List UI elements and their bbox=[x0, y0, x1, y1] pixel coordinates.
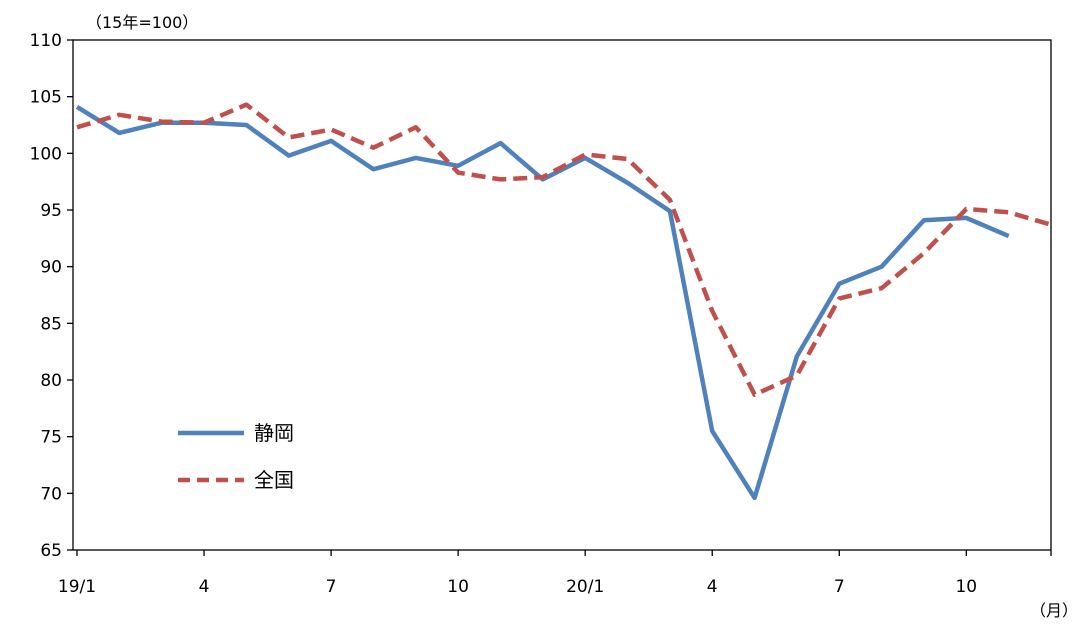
y-tick-label: 95 bbox=[40, 201, 62, 221]
legend-label-shizuoka: 静岡 bbox=[254, 421, 294, 445]
y-tick-label: 90 bbox=[40, 258, 62, 278]
x-tick-label: 4 bbox=[707, 577, 718, 597]
x-tick-label: 4 bbox=[199, 577, 210, 597]
series-line-zenkoku bbox=[76, 102, 1052, 397]
y-tick-label: 75 bbox=[40, 428, 62, 448]
x-tick-label: 20/1 bbox=[566, 577, 604, 597]
y-axis-ticks: 65 70 75 80 85 90 95 100 105 110 bbox=[30, 31, 73, 561]
y-tick-label: 80 bbox=[40, 371, 62, 391]
plot-frame bbox=[72, 39, 1052, 551]
legend: 静岡 全国 bbox=[178, 421, 294, 492]
series-line-shizuoka bbox=[75, 104, 1010, 501]
y-unit-label: （15年=100） bbox=[86, 13, 198, 32]
y-tick-label: 105 bbox=[30, 88, 62, 108]
x-tick-label: 10 bbox=[447, 577, 469, 597]
x-tick-label: 7 bbox=[326, 577, 337, 597]
x-axis-ticks: 19/1 4 7 10 20/1 4 7 10 bbox=[58, 550, 1052, 597]
y-tick-label: 85 bbox=[40, 314, 62, 334]
y-tick-label: 65 bbox=[40, 541, 62, 561]
x-tick-label: 7 bbox=[834, 577, 845, 597]
y-tick-label: 110 bbox=[30, 31, 62, 51]
x-tick-label: 10 bbox=[955, 577, 977, 597]
legend-label-zenkoku: 全国 bbox=[254, 468, 294, 492]
series-layer bbox=[75, 102, 1052, 501]
y-tick-label: 100 bbox=[30, 144, 62, 164]
x-unit-label: （月） bbox=[1030, 601, 1078, 620]
x-tick-label: 19/1 bbox=[58, 577, 96, 597]
y-tick-label: 70 bbox=[40, 484, 62, 504]
